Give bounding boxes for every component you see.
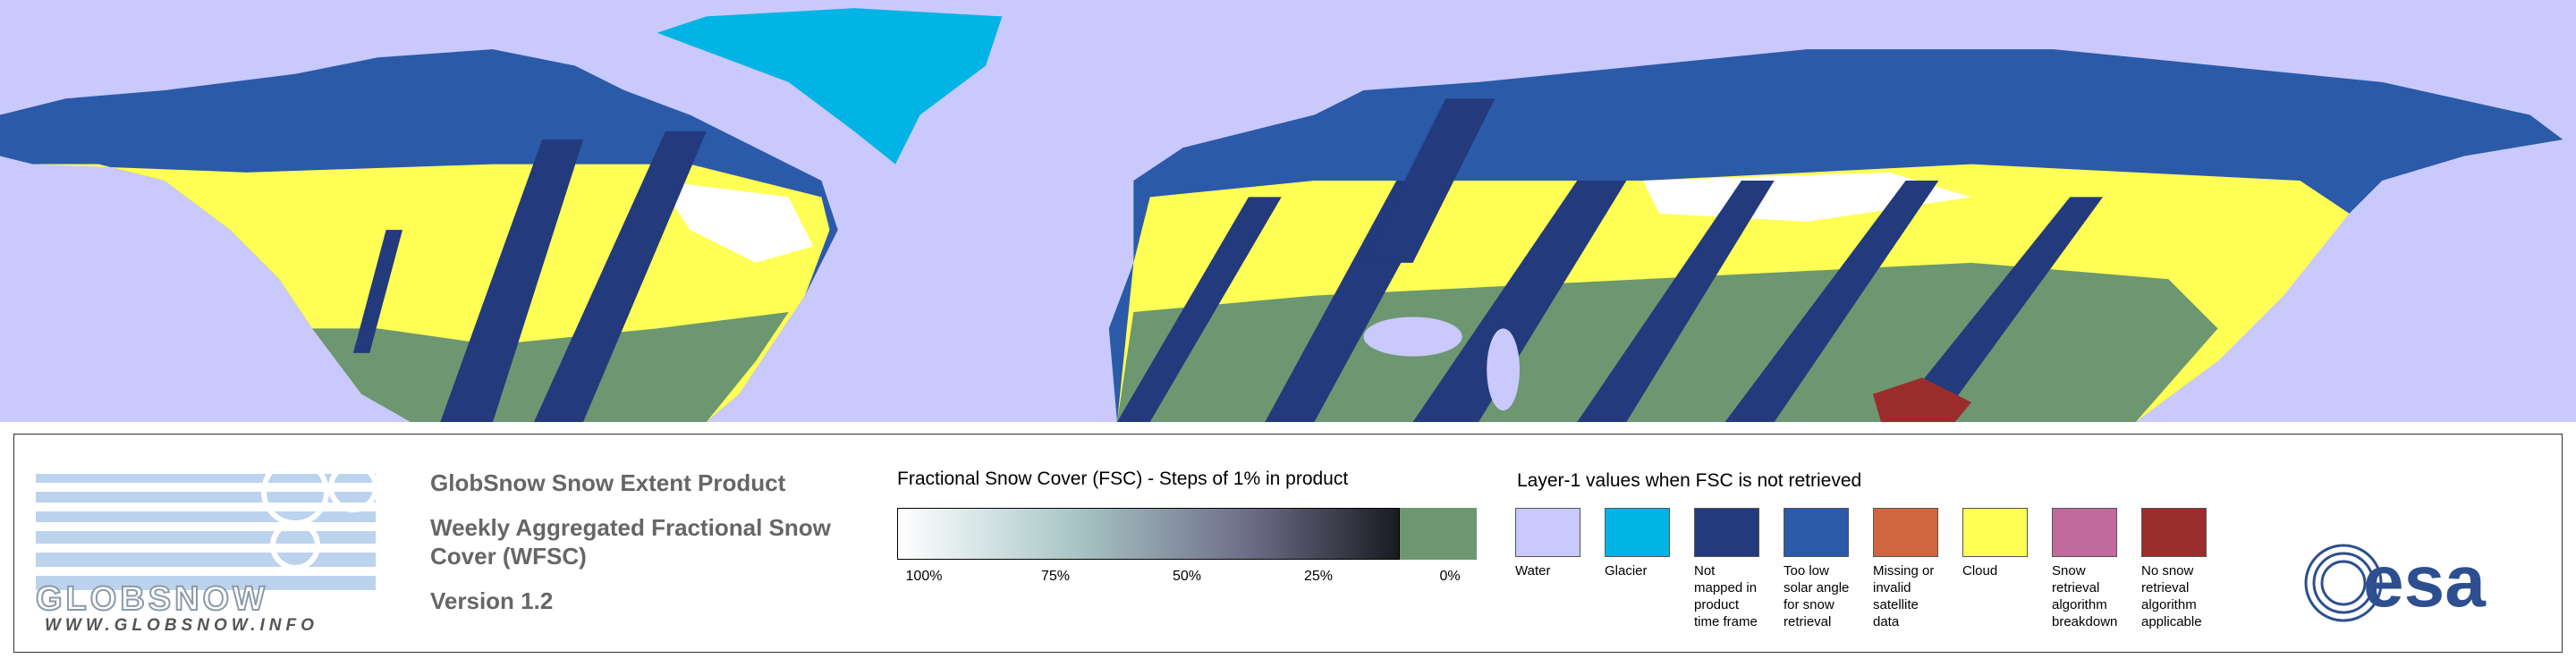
fsc-title: Fractional Snow Cover (FSC) - Steps of 1… <box>897 469 1349 489</box>
legend-item: Missing or invalid satellite data <box>1873 508 1962 630</box>
legend-label: Glacier <box>1605 563 1648 578</box>
esa-logo: esa <box>2304 542 2487 622</box>
legend-swatch <box>1873 508 1938 557</box>
legend-swatch <box>1784 508 1849 557</box>
legend-swatch <box>1605 508 1670 557</box>
product-title: GlobSnow Snow Extent Product <box>430 469 786 496</box>
legend-item: Cloud <box>1962 508 2052 579</box>
legend-item: Water <box>1515 508 1605 579</box>
globsnow-logo: GLOBSNOW WWW.GLOBSNOW.INFO <box>36 458 378 635</box>
product-version: Version 1.2 <box>430 587 554 614</box>
logo-url: WWW.GLOBSNOW.INFO <box>45 616 318 635</box>
tick-label: 25% <box>1303 569 1334 584</box>
legend-label: Too low solar angle for snow retrieval <box>1784 563 1850 629</box>
legend-swatch <box>1515 508 1580 557</box>
esa-text: esa <box>2363 542 2487 622</box>
product-subtitle: Weekly Aggregated Fractional Snow Cover … <box>430 514 831 570</box>
legend-item: No snow retrieval algorithm applicable <box>2141 508 2231 630</box>
legend-label: Cloud <box>1962 563 1998 578</box>
legend-label: No snow retrieval algorithm applicable <box>2141 563 2202 629</box>
tick-label: 50% <box>1172 569 1202 584</box>
tick-label: 75% <box>1040 569 1071 584</box>
legend-item: Too low solar angle for snow retrieval <box>1784 508 1873 630</box>
tick-label: 0% <box>1439 569 1461 584</box>
legend-box <box>13 434 2563 653</box>
legend-label: Not mapped in product time frame <box>1694 563 1758 629</box>
legend-swatch <box>1694 508 1759 557</box>
layer1-title: Layer-1 values when FSC is not retrieved <box>1517 470 1862 491</box>
tick-label: 100% <box>905 569 943 584</box>
legend-label: Water <box>1515 563 1551 578</box>
legend-swatch <box>2052 508 2117 557</box>
legend-label: Snow retrieval algorithm breakdown <box>2052 563 2118 629</box>
fsc-gradient <box>897 508 1400 560</box>
legend-label: Missing or invalid satellite data <box>1873 563 1935 629</box>
snow-map <box>0 0 2576 422</box>
fsc-zero <box>1400 508 1477 560</box>
legend-swatch <box>1962 508 2028 557</box>
legend-swatch <box>2141 508 2207 557</box>
legend-item: Glacier <box>1605 508 1694 579</box>
legend-item: Not mapped in product time frame <box>1694 508 1784 630</box>
logo-name: GLOBSNOW <box>36 580 268 618</box>
legend-item: Snow retrieval algorithm breakdown <box>2052 508 2141 630</box>
